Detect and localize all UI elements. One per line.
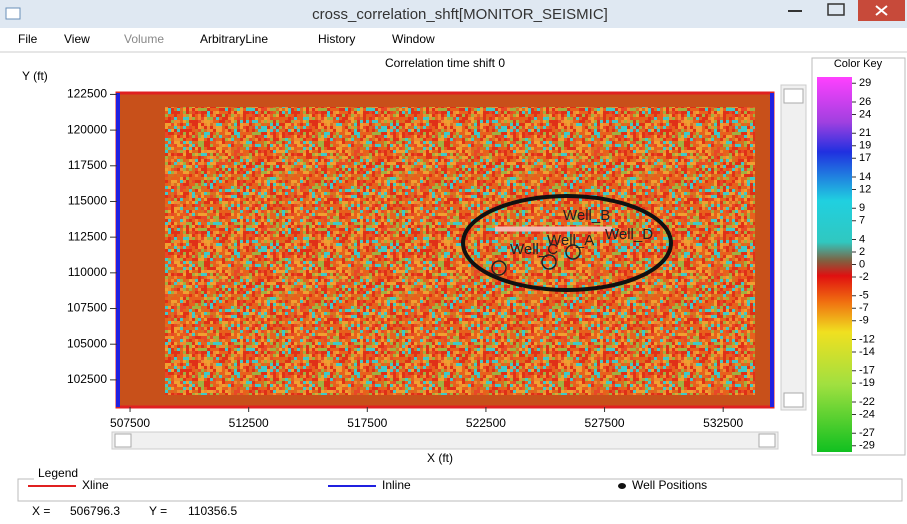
y-tick-label: 120000	[67, 122, 107, 136]
well-marker	[541, 254, 557, 270]
horizontal-scrollbar[interactable]	[111, 431, 779, 450]
y-tick-label: 102500	[67, 372, 107, 386]
highlight-ellipse	[461, 194, 673, 292]
color-key-label: -27	[859, 427, 875, 439]
x-tick-label: 512500	[229, 416, 269, 430]
legend-box	[17, 478, 903, 502]
color-key-label: 14	[859, 171, 871, 183]
color-key-label: -29	[859, 440, 875, 452]
status-y-label: Y =	[149, 504, 167, 518]
y-tick-label: 117500	[68, 158, 107, 172]
status-y: 110356.5	[188, 504, 237, 518]
map-texture	[165, 107, 755, 395]
menu-item[interactable]: Window	[392, 32, 435, 46]
y-tick-label: 107500	[67, 301, 107, 315]
color-key-label: 19	[859, 140, 871, 152]
scroll-right[interactable]	[758, 433, 776, 448]
color-key-label: -12	[859, 333, 875, 345]
well-label: Well_D	[605, 226, 653, 243]
color-key-label: -9	[859, 315, 869, 327]
color-key-label: -22	[859, 396, 875, 408]
inline-right	[770, 93, 774, 407]
color-key-label: 7	[859, 215, 865, 227]
color-key-label: 17	[859, 152, 871, 164]
legend-label: Well Positions	[632, 478, 707, 492]
scroll-up[interactable]	[783, 88, 804, 104]
y-tick-label: 110000	[68, 265, 107, 279]
menu-item[interactable]: File	[18, 32, 38, 46]
x-axis-label: X (ft)	[427, 451, 453, 465]
close-icon	[875, 5, 888, 16]
legend-title-bg	[34, 467, 94, 481]
menu-item[interactable]: ArbitraryLine	[200, 32, 268, 46]
color-key-label: 26	[859, 96, 871, 108]
color-key-label: 9	[859, 202, 865, 214]
x-tick-label: 527500	[585, 416, 625, 430]
color-key-label: 0	[859, 258, 865, 270]
color-key-label: 24	[859, 108, 871, 120]
color-key-label: -7	[859, 302, 869, 314]
title-bar	[0, 0, 907, 28]
menu-item[interactable]: View	[64, 32, 90, 46]
maximize-button[interactable]	[827, 3, 845, 16]
y-axis-label: Y (ft)	[22, 69, 48, 83]
y-tick-label: 105000	[67, 336, 107, 350]
color-key-label: 21	[859, 127, 871, 139]
color-key-label: 12	[859, 183, 871, 195]
status-x: 506796.3	[70, 504, 120, 518]
color-key-label: -19	[859, 377, 875, 389]
scroll-left[interactable]	[114, 433, 132, 448]
well-label: Well_A	[547, 232, 594, 249]
y-tick-label: 115000	[68, 194, 107, 208]
x-tick-label: 522500	[466, 416, 506, 430]
window-title: cross_correlation_shft[MONITOR_SEISMIC]	[312, 6, 608, 23]
x-tick-label: 532500	[703, 416, 743, 430]
menu-item[interactable]: Volume	[124, 32, 164, 46]
color-key-title: Color Key	[834, 58, 883, 70]
x-tick-label: 507500	[110, 416, 150, 430]
scroll-down[interactable]	[783, 392, 804, 408]
color-key-label: 29	[859, 77, 871, 89]
x-tick-label: 517500	[347, 416, 387, 430]
plot-title: Correlation time shift 0	[385, 56, 505, 70]
vertical-scrollbar[interactable]	[780, 84, 807, 411]
legend-label: Inline	[382, 478, 411, 492]
legend-swatch	[618, 483, 626, 489]
well-label: Well_B	[563, 207, 610, 224]
status-x-label: X =	[32, 504, 50, 518]
app-icon	[5, 7, 21, 20]
color-key-label: -14	[859, 346, 875, 358]
color-key-label: -24	[859, 408, 875, 420]
minimize-button[interactable]	[788, 10, 802, 12]
inline-left	[116, 93, 120, 407]
legend-title: Legend	[38, 466, 78, 480]
well-marker	[491, 260, 507, 276]
y-tick-label: 122500	[67, 87, 107, 101]
color-key-bar	[817, 77, 852, 452]
menu-item[interactable]: History	[318, 32, 355, 46]
well-label: Well_C	[510, 241, 558, 258]
color-key-label: -17	[859, 365, 875, 377]
well-marker	[565, 244, 581, 260]
legend-label: Xline	[82, 478, 109, 492]
color-key-label: 4	[859, 233, 865, 245]
color-key-label: -5	[859, 290, 869, 302]
y-tick-label: 112500	[68, 229, 107, 243]
color-key-label: -2	[859, 271, 869, 283]
color-key-label: 2	[859, 246, 865, 258]
menu-bar	[0, 28, 907, 50]
